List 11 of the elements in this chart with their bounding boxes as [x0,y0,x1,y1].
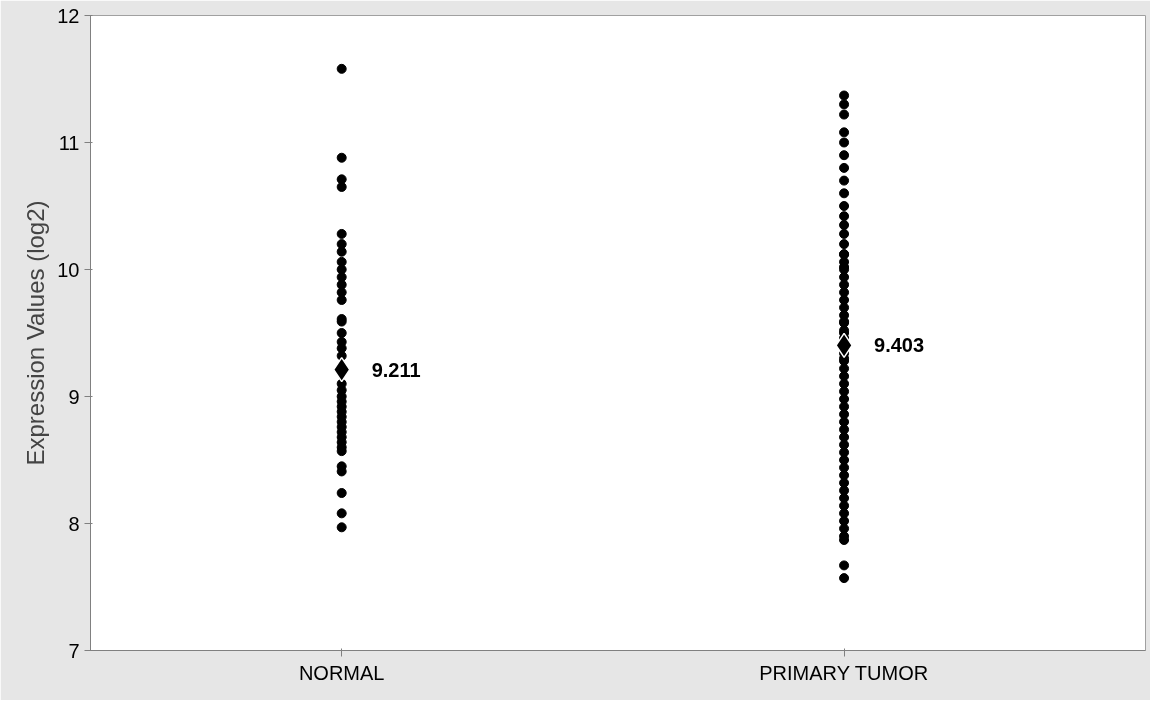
x-tick-label: PRIMARY TUMOR [759,661,929,684]
y-tick-label: 10 [57,258,80,281]
y-tick-label: 7 [68,639,80,662]
data-label: 9.403 [874,334,925,357]
y-tick-label: 12 [57,4,80,27]
y-tick-label: 8 [68,512,80,535]
x-tick-label: NORMAL [298,661,385,684]
data-label: 9.211 [371,358,421,381]
y-tick-label: 9 [68,385,80,408]
y-axis-title: Expression Values (log2) [22,200,50,466]
y-tick-label: 11 [58,131,80,154]
